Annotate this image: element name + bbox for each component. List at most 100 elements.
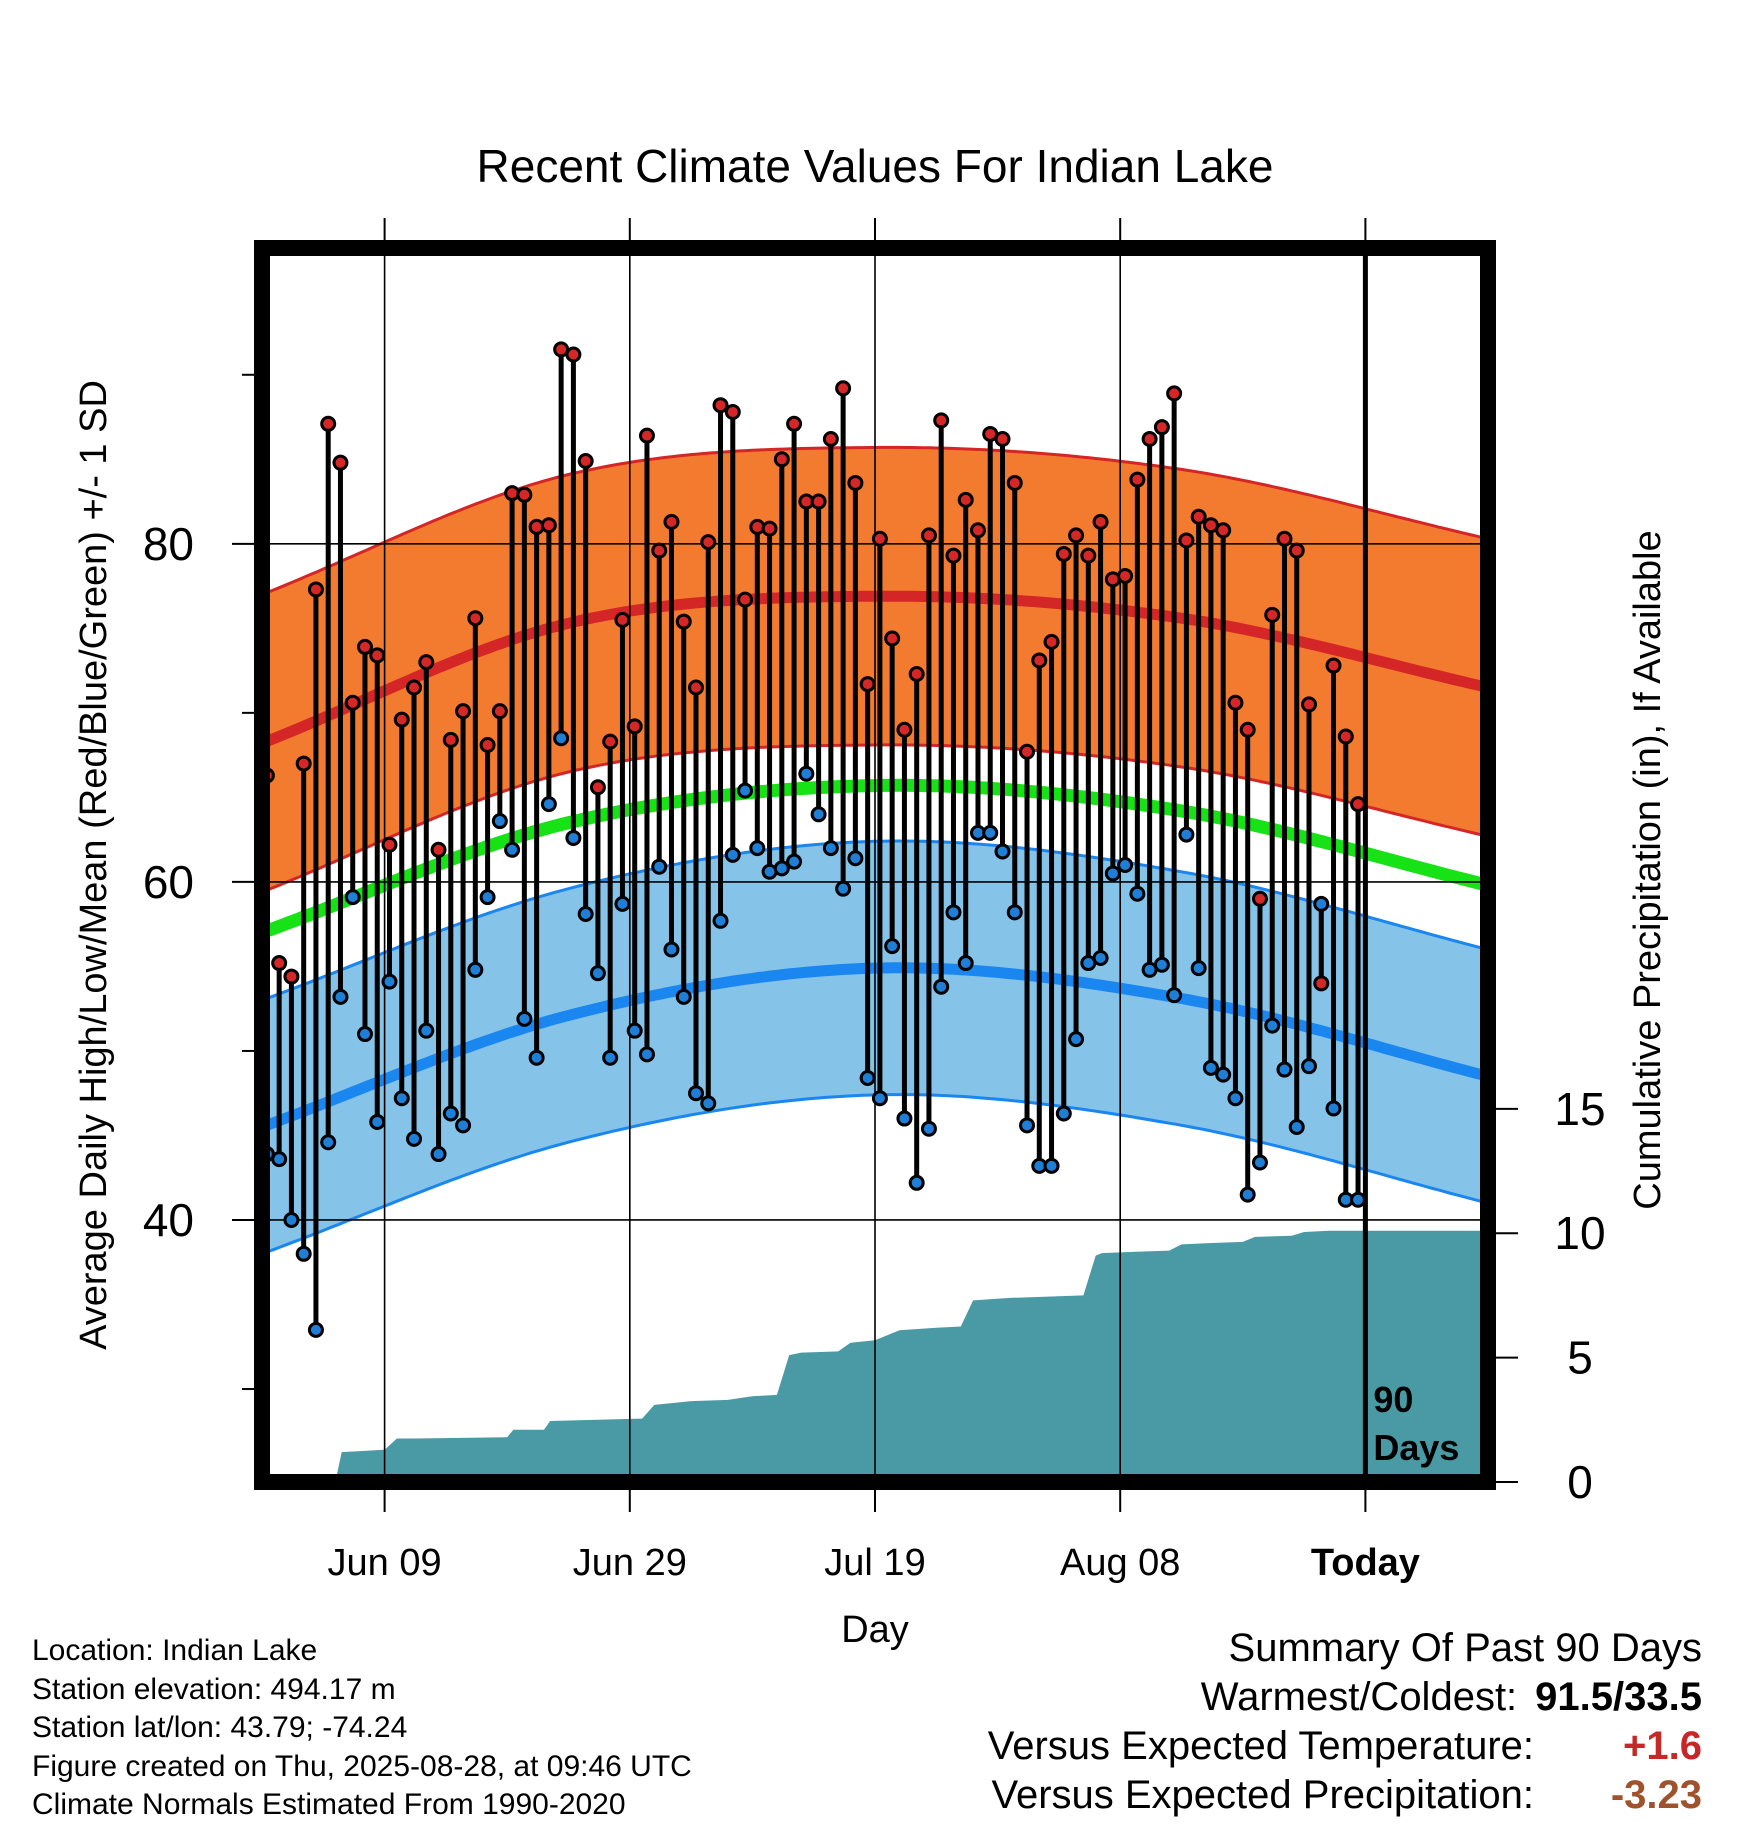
high-point	[847, 474, 864, 491]
low-point	[307, 1321, 324, 1338]
high-point	[688, 679, 705, 696]
precip-value: -3.23	[1610, 1773, 1702, 1817]
low-point	[577, 906, 594, 923]
high-point	[381, 836, 398, 853]
low-point	[1227, 1090, 1244, 1107]
high-point	[1215, 522, 1232, 539]
high-point	[1337, 728, 1354, 745]
high-point	[933, 412, 950, 429]
precip-label: Versus Expected Precipitation:	[991, 1773, 1534, 1817]
high-point	[332, 454, 349, 471]
low-point	[516, 1010, 533, 1027]
low-point	[1055, 1105, 1072, 1122]
low-point	[908, 1174, 925, 1191]
low-point	[553, 730, 570, 747]
high-point	[1166, 385, 1183, 402]
low-point	[1129, 885, 1146, 902]
low-point	[712, 912, 729, 929]
today-marker: 90 Days	[1362, 248, 1459, 1482]
low-point	[455, 1117, 472, 1134]
high-point	[761, 520, 778, 537]
low-point	[565, 829, 582, 846]
elevation-text: Station elevation: 494.17 m	[32, 1672, 396, 1706]
low-point	[528, 1049, 545, 1066]
low-point	[467, 961, 484, 978]
high-point	[1068, 527, 1085, 544]
high-point	[393, 711, 410, 728]
low-point	[871, 1090, 888, 1107]
high-point	[1239, 721, 1256, 738]
low-point	[479, 889, 496, 906]
low-point	[320, 1134, 337, 1151]
high-point	[786, 415, 803, 432]
low-point	[651, 858, 668, 875]
low-point	[1178, 826, 1195, 843]
high-point	[356, 638, 373, 655]
high-point	[406, 679, 423, 696]
high-point	[945, 547, 962, 564]
high-point	[957, 491, 974, 508]
high-point	[1117, 567, 1134, 584]
daily-stems	[264, 349, 1361, 1330]
today-days-word: Days	[1373, 1427, 1459, 1468]
x-axis-label: Day	[841, 1609, 909, 1651]
low-point	[945, 904, 962, 921]
high-point	[1251, 890, 1268, 907]
low-point	[283, 1211, 300, 1228]
low-point	[1313, 895, 1330, 912]
low-point	[835, 880, 852, 897]
high-point	[700, 534, 717, 551]
low-point	[675, 988, 692, 1005]
low-point	[418, 1022, 435, 1039]
low-point	[859, 1069, 876, 1086]
low-point	[786, 853, 803, 870]
y-tick-label-left: 60	[143, 856, 194, 908]
y-tick-label-right: 10	[1554, 1207, 1605, 1259]
low-point	[1325, 1100, 1342, 1117]
low-point	[933, 978, 950, 995]
high-point	[859, 676, 876, 693]
low-point	[589, 965, 606, 982]
low-point	[1215, 1066, 1232, 1083]
location-text: Location: Indian Lake	[32, 1634, 318, 1667]
high-point	[307, 581, 324, 598]
daily-points	[262, 341, 1367, 1338]
summary-panel: Summary Of Past 90 Days Warmest/Coldest:…	[988, 1624, 1702, 1820]
high-point	[1019, 743, 1036, 760]
high-point	[994, 431, 1011, 448]
low-point	[1350, 1191, 1367, 1208]
low-point	[773, 860, 790, 877]
low-point	[430, 1146, 447, 1163]
plot-frame	[254, 240, 1496, 1490]
low-point	[724, 846, 741, 863]
high-point	[1080, 547, 1097, 564]
high-point	[1141, 431, 1158, 448]
high-point	[1264, 606, 1281, 623]
low-point	[1104, 865, 1121, 882]
high-point	[565, 346, 582, 363]
high-point	[1092, 513, 1109, 530]
high-point	[467, 610, 484, 627]
low-point	[614, 895, 631, 912]
high-point	[884, 630, 901, 647]
high-point	[712, 397, 729, 414]
high-point	[663, 513, 680, 530]
y-tick-label-right: 5	[1567, 1332, 1593, 1384]
low-point	[295, 1245, 312, 1262]
low-point	[540, 796, 557, 813]
high-point	[835, 380, 852, 397]
high-point	[871, 530, 888, 547]
low-point	[356, 1026, 373, 1043]
low-point	[1276, 1061, 1293, 1078]
precip-row: Versus Expected Precipitation: -3.23	[988, 1771, 1702, 1820]
created-text: Figure created on Thu, 2025-08-28, at 09…	[32, 1749, 692, 1783]
warm-cold-label: Warmest/Coldest:	[1200, 1675, 1518, 1719]
warm-cold-value: 91.5/33.5	[1535, 1675, 1702, 1719]
high-point	[1006, 474, 1023, 491]
high-point	[908, 665, 925, 682]
low-point	[749, 840, 766, 857]
low-point	[1190, 960, 1207, 977]
low-point	[602, 1049, 619, 1066]
low-point	[1092, 949, 1109, 966]
low-point	[822, 840, 839, 857]
